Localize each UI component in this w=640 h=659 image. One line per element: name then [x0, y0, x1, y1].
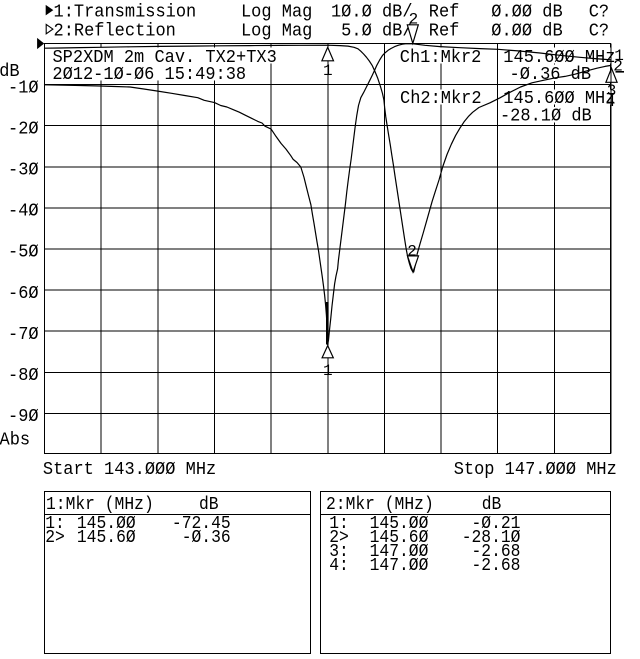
svg-text:Log Mag: Log Mag [241, 2, 312, 23]
svg-text:-5Ø: -5Ø [8, 242, 39, 263]
svg-text:1:Transmission: 1:Transmission [54, 2, 197, 23]
svg-text:Log Mag: Log Mag [241, 21, 312, 42]
svg-text:1: 1 [323, 62, 333, 80]
svg-text:-Ø.36: -Ø.36 [182, 529, 231, 549]
svg-text:147.ØØ: 147.ØØ [370, 542, 429, 562]
svg-text:C?: C? [589, 21, 609, 42]
svg-text:145.6ØØ MHz: 145.6ØØ MHz [503, 88, 615, 109]
svg-text:2>: 2> [329, 529, 349, 549]
svg-text:SP2XDM 2m Cav. TX2+TX3: SP2XDM 2m Cav. TX2+TX3 [52, 47, 276, 68]
svg-text:-3Ø: -3Ø [8, 160, 39, 181]
svg-text:Ø.ØØ dB: Ø.ØØ dB [491, 2, 562, 23]
svg-text:3:: 3: [329, 542, 349, 562]
svg-text:147.ØØ: 147.ØØ [370, 556, 429, 576]
svg-text:-Ø.36 dB: -Ø.36 dB [510, 64, 592, 85]
svg-text:Ø.ØØ dB: Ø.ØØ dB [491, 21, 562, 42]
svg-text:Abs: Abs [0, 430, 30, 451]
svg-text:-7Ø: -7Ø [8, 324, 39, 345]
svg-text:4:: 4: [329, 556, 349, 576]
svg-text:Stop 147.ØØØ MHz: Stop 147.ØØØ MHz [454, 459, 617, 480]
svg-text:dB: dB [482, 495, 502, 515]
svg-text:-8Ø: -8Ø [8, 365, 39, 386]
svg-text:-1Ø: -1Ø [8, 78, 39, 99]
svg-text:145.ØØ: 145.ØØ [370, 515, 429, 535]
svg-text:-28.1Ø dB: -28.1Ø dB [500, 106, 592, 127]
svg-text:1: 1 [323, 362, 333, 380]
svg-text:2>: 2> [45, 529, 65, 549]
svg-text:-72.45: -72.45 [172, 515, 231, 535]
svg-text:2Ø12-1Ø-Ø6 15:49:38: 2Ø12-1Ø-Ø6 15:49:38 [52, 64, 246, 85]
svg-text:Ref: Ref [429, 2, 460, 23]
svg-text:2: 2 [409, 11, 419, 29]
svg-text:145.ØØ: 145.ØØ [77, 515, 136, 535]
svg-text:2:Mkr (MHz): 2:Mkr (MHz) [326, 495, 434, 515]
svg-text:3: 3 [607, 82, 617, 100]
svg-text:-2Ø: -2Ø [8, 119, 39, 140]
svg-text:1Ø.Ø dB/: 1Ø.Ø dB/ [331, 2, 413, 23]
svg-text:Ch2:Mkr2: Ch2:Mkr2 [400, 88, 482, 109]
svg-text:dB: dB [199, 495, 219, 515]
svg-text:-2.68: -2.68 [472, 542, 521, 562]
svg-text:Ch1:Mkr2: Ch1:Mkr2 [400, 47, 482, 68]
svg-text:dB: dB [0, 61, 20, 82]
svg-text:-6Ø: -6Ø [8, 283, 39, 304]
svg-text:Start 143.ØØØ MHz: Start 143.ØØØ MHz [43, 459, 216, 480]
svg-text:1:Mkr (MHz): 1:Mkr (MHz) [46, 495, 154, 515]
svg-text:1: 1 [614, 47, 624, 65]
svg-text:C?: C? [589, 2, 609, 23]
svg-text:-4Ø: -4Ø [8, 201, 39, 222]
svg-text:1:: 1: [45, 515, 65, 535]
svg-text:Ref: Ref [429, 21, 460, 42]
svg-text:-28.1Ø: -28.1Ø [462, 529, 521, 549]
svg-text:-9Ø: -9Ø [8, 407, 39, 428]
svg-text:145.6Ø: 145.6Ø [370, 529, 429, 549]
svg-text:2: 2 [613, 58, 623, 76]
svg-text:2: 2 [407, 242, 417, 260]
svg-text:-2.68: -2.68 [472, 556, 521, 576]
svg-text:5.Ø dB/: 5.Ø dB/ [341, 21, 412, 42]
svg-text:-Ø.21: -Ø.21 [472, 515, 521, 535]
svg-text:145.6Ø: 145.6Ø [77, 529, 136, 549]
svg-text:2:Reflection: 2:Reflection [54, 21, 176, 42]
svg-text:1:: 1: [329, 515, 349, 535]
